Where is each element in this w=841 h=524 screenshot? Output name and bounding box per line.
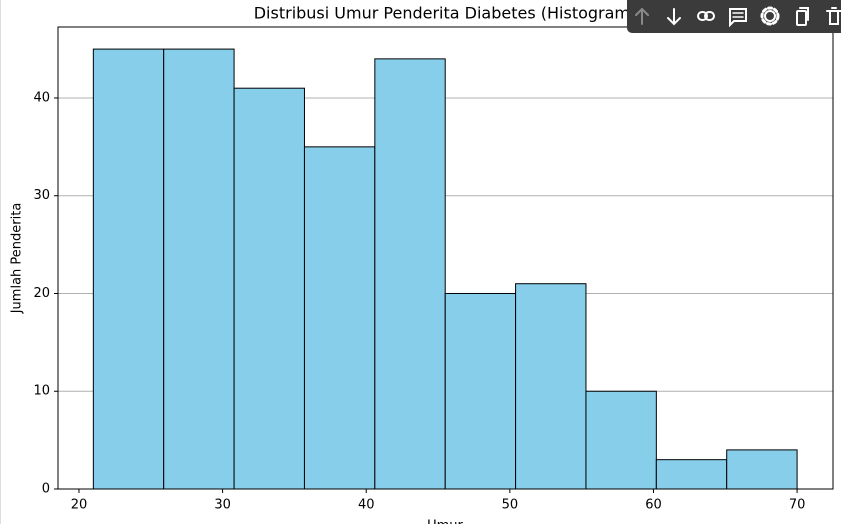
x-tick-label: 60 <box>645 498 662 513</box>
y-tick-label: 40 <box>33 90 50 105</box>
axes-frame <box>57 26 834 490</box>
chart-title: Distribusi Umur Penderita Diabetes (Hist… <box>254 4 637 23</box>
settings-button[interactable] <box>760 6 780 26</box>
y-tick-label: 10 <box>33 384 50 399</box>
y-tick-label: 0 <box>42 482 50 497</box>
x-tick-label: 40 <box>358 498 375 513</box>
plot: 0 10 20 30 40 20 30 40 50 60 70 <box>33 48 833 513</box>
x-axis-label: Umur <box>427 519 463 524</box>
move-down-button[interactable] <box>667 8 681 26</box>
delete-button[interactable] <box>826 7 841 25</box>
bar <box>374 58 446 490</box>
bar <box>303 146 376 490</box>
bar <box>655 459 728 490</box>
y-tick-label: 20 <box>33 286 50 301</box>
bar <box>515 283 587 490</box>
bar <box>233 87 305 490</box>
x-tick-label: 70 <box>789 498 806 513</box>
bar <box>92 48 165 490</box>
comment-button[interactable] <box>729 8 747 28</box>
bar <box>585 390 657 490</box>
y-tick-label: 30 <box>33 188 50 203</box>
x-tick-label: 30 <box>214 498 231 513</box>
cell-toolbar <box>627 0 841 33</box>
move-up-button[interactable] <box>635 7 649 25</box>
x-tick-label: 20 <box>71 498 88 513</box>
bar <box>726 449 798 490</box>
y-axis-label: Jumlah Penderita <box>10 203 25 315</box>
bar <box>444 292 517 490</box>
x-tick-label: 50 <box>502 498 519 513</box>
link-button[interactable] <box>697 11 715 21</box>
bar <box>163 48 235 490</box>
mirror-button[interactable] <box>796 7 809 26</box>
